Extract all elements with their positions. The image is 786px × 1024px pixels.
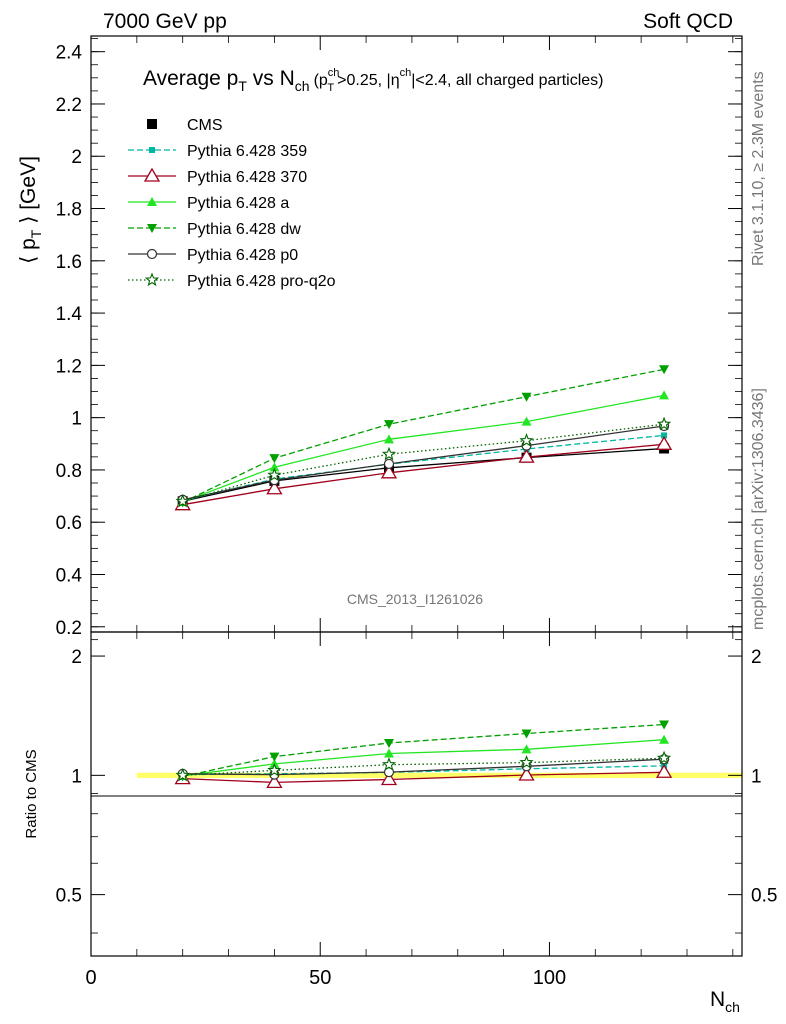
main-point-series-2-4 bbox=[655, 436, 673, 450]
main-point-series-6-4 bbox=[656, 416, 672, 431]
ratio-point-series-2-3 bbox=[521, 744, 532, 754]
main-line-series-5 bbox=[182, 425, 665, 501]
ratio-point-series-5-4 bbox=[656, 750, 672, 765]
side-text-rivet: Rivet 3.1.10, ≥ 2.3M events bbox=[750, 71, 767, 266]
watermark-label: CMS_2013_I1261026 bbox=[347, 591, 483, 607]
main-y-tick-label-0: 0.2 bbox=[56, 618, 82, 639]
main-point-series-3-4 bbox=[659, 390, 670, 400]
ratio-point-series-2-4 bbox=[659, 734, 670, 744]
ratio-point-series-1-4 bbox=[655, 763, 673, 778]
ratio-series-group bbox=[174, 720, 673, 789]
main-point-series-5-2 bbox=[383, 458, 395, 470]
ratio-panel: 0.5 0.5 1 1 2 2 0 50 100 Ratio to CMS Nch bbox=[23, 631, 777, 1015]
x-axis-label: Nch bbox=[710, 988, 740, 1015]
main-point-series-4-4 bbox=[659, 365, 670, 375]
main-point-series-3-2 bbox=[383, 434, 394, 444]
ratio-band-group bbox=[136, 772, 742, 778]
ratio-ticks: 0.5 0.5 1 1 2 2 0 50 100 bbox=[56, 631, 777, 989]
header-left-label: 7000 GeV pp bbox=[103, 10, 227, 33]
ratio-point-series-5-1 bbox=[267, 762, 282, 777]
main-line-series-6 bbox=[182, 423, 665, 502]
ratio-point-series-1-1 bbox=[266, 774, 283, 789]
main-point-series-4-2 bbox=[383, 420, 394, 430]
ratio-point-series-3-4 bbox=[659, 720, 670, 730]
main-point-series-4-1 bbox=[269, 454, 280, 464]
main-y-tick-label-10: 2.2 bbox=[56, 95, 82, 116]
legend-marker-4 bbox=[147, 224, 157, 233]
legend-marker-2 bbox=[143, 167, 161, 182]
main-point-series-2-1 bbox=[266, 480, 283, 495]
ratio-point-series-5-0 bbox=[175, 767, 190, 782]
ratio-point-series-5-3 bbox=[519, 755, 534, 769]
main-point-series-4-3 bbox=[521, 392, 532, 402]
ratio-y-axis-label: Ratio to CMS bbox=[23, 749, 40, 838]
main-point-series-3-3 bbox=[521, 416, 532, 426]
main-point-series-1-4 bbox=[661, 432, 668, 439]
main-y-ticks: 0.2 0.4 0.6 0.8 1 1.2 1.4 1.6 1.8 2 2.2 2.4 bbox=[56, 36, 742, 639]
main-y-tick-label-3: 0.8 bbox=[56, 461, 82, 482]
main-point-series-6-0 bbox=[175, 493, 190, 508]
legend-marker-1 bbox=[149, 147, 155, 153]
legend-marker-0 bbox=[147, 119, 157, 129]
main-point-series-3-1 bbox=[269, 462, 280, 472]
ratio-point-series-2-2 bbox=[383, 748, 394, 758]
header-right-label: Soft QCD bbox=[643, 10, 733, 33]
ratio-y-tick-label-right-0: 0.5 bbox=[751, 886, 777, 907]
main-title: Average pT vs Nch (pch T >0.25, |ηch|<2.4, … bbox=[143, 67, 603, 94]
main-y-tick-label-9: 2 bbox=[71, 147, 82, 168]
legend-label-4: Pythia 6.428 dw bbox=[187, 221, 301, 238]
ratio-point-series-5-2 bbox=[381, 757, 397, 771]
ratio-y-tick-label-right-2: 2 bbox=[751, 647, 762, 668]
ratio-point-series-1-3 bbox=[518, 766, 535, 781]
ratio-point-series-1-2 bbox=[380, 771, 398, 786]
x-tick-label-0: 0 bbox=[85, 967, 96, 989]
ratio-y-tick-label-left-2: 2 bbox=[71, 647, 82, 668]
main-y-tick-label-4: 1 bbox=[71, 409, 82, 430]
legend-marker-5 bbox=[146, 248, 158, 260]
legend-label-6: Pythia 6.428 pro-q2o bbox=[187, 273, 336, 290]
side-text-mcplots: mcplots.cern.ch [arXiv:1306.3436] bbox=[750, 388, 767, 630]
ratio-point-series-3-1 bbox=[269, 752, 280, 762]
legend-marker-3 bbox=[147, 197, 157, 206]
main-point-series-2-2 bbox=[380, 464, 398, 479]
main-y-tick-label-8: 1.8 bbox=[56, 200, 82, 221]
ratio-uncertainty-band bbox=[136, 772, 742, 778]
main-y-tick-label-2: 0.6 bbox=[56, 513, 82, 534]
main-panel: CMS_2013_I1261026 Average pT vs Nch (pch T… bbox=[17, 35, 743, 639]
legend-label-3: Pythia 6.428 a bbox=[187, 195, 289, 212]
main-point-series-6-2 bbox=[381, 446, 397, 461]
main-y-axis-label: ⟨ pT ⟩ [GeV] bbox=[17, 156, 44, 264]
main-point-series-6-3 bbox=[519, 433, 534, 447]
legend-marker-6 bbox=[144, 272, 160, 287]
legend: CMS Pythia 6.428 359 Pythia 6.428 370 Pythi… bbox=[128, 117, 336, 290]
ratio-line-series-5 bbox=[182, 757, 665, 776]
legend-label-2: Pythia 6.428 370 bbox=[187, 169, 307, 186]
main-point-series-2-3 bbox=[518, 448, 535, 463]
x-tick-label-2: 100 bbox=[533, 967, 566, 989]
ratio-y-tick-label-right-1: 1 bbox=[751, 766, 762, 787]
main-point-series-6-1 bbox=[267, 467, 282, 482]
x-tick-label-1: 50 bbox=[309, 967, 331, 989]
ratio-point-series-3-3 bbox=[521, 729, 532, 739]
main-line-series-1 bbox=[182, 434, 665, 502]
legend-label-0: CMS bbox=[187, 117, 223, 134]
ratio-line-series-3 bbox=[182, 723, 665, 778]
ratio-line-series-0 bbox=[182, 765, 665, 776]
main-y-tick-label-5: 1.2 bbox=[56, 356, 82, 377]
legend-label-5: Pythia 6.428 p0 bbox=[187, 247, 298, 264]
main-y-tick-label-1: 0.4 bbox=[56, 565, 83, 586]
legend-label-1: Pythia 6.428 359 bbox=[187, 143, 307, 160]
main-y-tick-label-7: 1.6 bbox=[56, 252, 82, 273]
ratio-y-tick-label-left-1: 1 bbox=[71, 766, 82, 787]
ratio-plot-frame bbox=[90, 631, 743, 957]
main-y-tick-label-11: 2.4 bbox=[56, 43, 83, 64]
main-series-group bbox=[174, 365, 673, 511]
ratio-point-series-3-2 bbox=[383, 738, 394, 748]
ratio-y-tick-label-left-0: 0.5 bbox=[56, 886, 82, 907]
main-y-tick-label-6: 1.4 bbox=[56, 304, 83, 325]
